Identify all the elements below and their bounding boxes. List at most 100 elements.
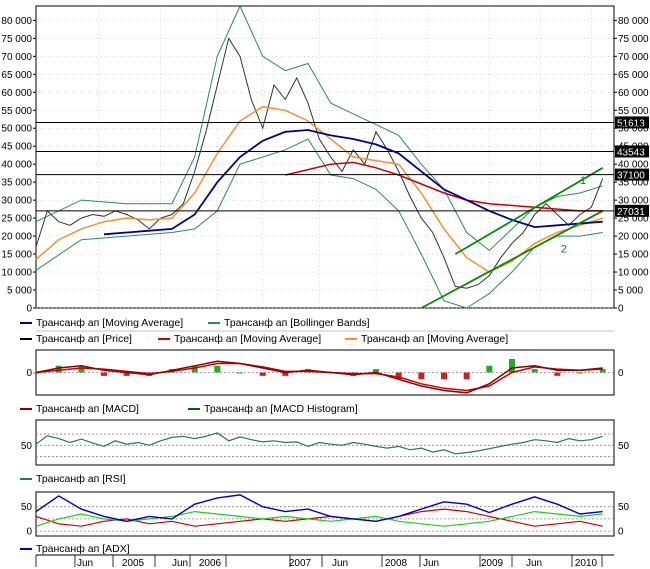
y-tick-label-right: 50 000: [618, 124, 649, 135]
y-tick-label-left: 40 000: [1, 160, 32, 171]
trend-channel-lower: [420, 210, 604, 309]
level-label-box: [615, 168, 649, 181]
y-tick-label-left: 20 000: [1, 232, 32, 243]
moving-average-blue: [103, 129, 603, 236]
y-tick-label-left: 80 000: [1, 16, 32, 27]
price-series: [35, 4, 604, 309]
legend-label: Трансанф ап [Moving Average]: [174, 333, 321, 345]
macd-histogram-bar: [55, 365, 62, 373]
macd-histogram-bar: [78, 365, 85, 373]
y-tick-label-right: 10 000: [618, 268, 649, 279]
level-label-box: [615, 204, 649, 217]
level-label-box: [615, 116, 649, 129]
adx-line: [35, 494, 603, 523]
adx-y-label-left: 0: [26, 527, 32, 538]
macd-histogram-bar: [123, 372, 130, 376]
y-tick-label-left: 5 000: [7, 286, 32, 297]
y-tick-label-left: 15 000: [1, 250, 32, 261]
moving-average-orange: [35, 105, 603, 273]
y-tick-label-left: 70 000: [1, 52, 32, 63]
y-tick-label-left: 45 000: [1, 142, 32, 153]
adx-y-label-right: 0: [618, 527, 624, 538]
macd-line: [35, 360, 603, 394]
x-tick-label: Jun: [526, 558, 542, 569]
adx-minus-di-line: [35, 508, 603, 527]
adx-series: [35, 494, 603, 527]
y-tick-label-right: 40 000: [618, 160, 649, 171]
rsi-y-axis: 50 50: [21, 441, 630, 452]
macd-y-label-left: 0: [26, 368, 32, 379]
y-tick-label-left: 55 000: [1, 106, 32, 117]
price-line: [35, 37, 604, 289]
level-label: 51613: [617, 118, 645, 129]
annotation-2: 2: [561, 243, 567, 255]
y-tick-label-right: 25 000: [618, 214, 649, 225]
legend-label: Трансанф ап [MACD]: [36, 403, 139, 415]
x-tick-label: 2005: [122, 558, 145, 569]
legend-adx: Трансанф ап [ADX]: [20, 543, 130, 555]
y-tick-label-left: 50 000: [1, 124, 32, 135]
bollinger-lower-band: [35, 138, 603, 309]
legend-label: Трансанф ап [RSI]: [36, 473, 126, 485]
macd-histogram-bar: [214, 365, 221, 373]
x-tick-label: 2006: [199, 558, 222, 569]
y-tick-label-right: 20 000: [618, 232, 649, 243]
y-tick-label-left: 0: [26, 304, 32, 315]
rsi-y-label-left: 50: [21, 441, 33, 452]
x-axis: Jun 2005 Jun 2006 2007 Jun 2008 Jun 2009 Jun 2010: [35, 555, 603, 569]
x-tick-label: 2010: [575, 558, 598, 569]
y-tick-label-right: 45 000: [618, 142, 649, 153]
macd-histogram-bar: [191, 365, 198, 373]
x-tick-label: Jun: [332, 558, 348, 569]
x-tick-label: 2009: [481, 558, 504, 569]
price-levels: 51613 43543 37100 27031: [36, 116, 649, 218]
legend-label: Трансанф ап [MACD Histogram]: [204, 403, 358, 415]
legend-rsi: Трансанф ап [RSI]: [20, 473, 126, 485]
macd-histogram-bar: [373, 369, 379, 373]
legend-label: Трансанф ап [ADX]: [36, 543, 130, 555]
rsi-line: [35, 432, 603, 455]
adx-y-label-left: 50: [21, 502, 33, 513]
price-annotations: 12: [561, 175, 586, 255]
macd-y-label-right: 0: [618, 368, 624, 379]
annotation-1: 1: [580, 175, 586, 187]
y-tick-label-left: 60 000: [1, 88, 32, 99]
y-tick-label-left: 75 000: [1, 34, 32, 45]
level-label: 43543: [617, 147, 645, 158]
legend-label: Трансанф ап [Bollinger Bands]: [224, 317, 370, 329]
legend-label: Трансанф ап [Moving Average]: [36, 317, 183, 329]
macd-histogram-bar: [237, 372, 243, 374]
x-tick-label: 2007: [289, 558, 312, 569]
macd-histogram-bar: [554, 372, 561, 376]
rsi-panel[interactable]: [35, 419, 615, 466]
x-tick-label: Jun: [423, 558, 439, 569]
y-tick-label-right: 30 000: [618, 196, 649, 207]
x-tick-label: Jun: [172, 558, 188, 569]
moving-average-red: [285, 161, 603, 212]
legend-row-2: Трансанф ап [Price] Трансанф ап [Moving A…: [20, 333, 508, 345]
macd-histogram-bar: [395, 372, 402, 380]
adx-y-label-right: 50: [618, 502, 630, 513]
y-tick-label-left: 35 000: [1, 178, 32, 189]
macd-histogram-bar: [282, 372, 289, 376]
level-label: 37100: [617, 171, 645, 182]
y-tick-label-right: 0: [618, 304, 624, 315]
price-panel[interactable]: [35, 5, 615, 309]
level-label-box: [615, 145, 649, 158]
y-tick-label-right: 55 000: [618, 106, 649, 117]
macd-histogram-bar: [101, 372, 107, 376]
legend-label: Трансанф ап [Moving Average]: [361, 333, 508, 345]
macd-histogram-bar: [463, 372, 470, 380]
level-label: 27031: [617, 207, 645, 218]
x-tick-label: 2008: [385, 558, 408, 569]
y-tick-label-right: 80 000: [618, 16, 649, 27]
macd-histogram-bar: [531, 369, 538, 373]
legend-row-1: Трансанф ап [Moving Average] Трансанф ап …: [20, 317, 370, 329]
macd-histogram-bar: [509, 359, 515, 373]
y-tick-label-right: 5 000: [618, 286, 643, 297]
y-tick-label-right: 70 000: [618, 52, 649, 63]
x-tick-label: Jun: [77, 558, 93, 569]
macd-histogram-bar: [259, 372, 266, 376]
